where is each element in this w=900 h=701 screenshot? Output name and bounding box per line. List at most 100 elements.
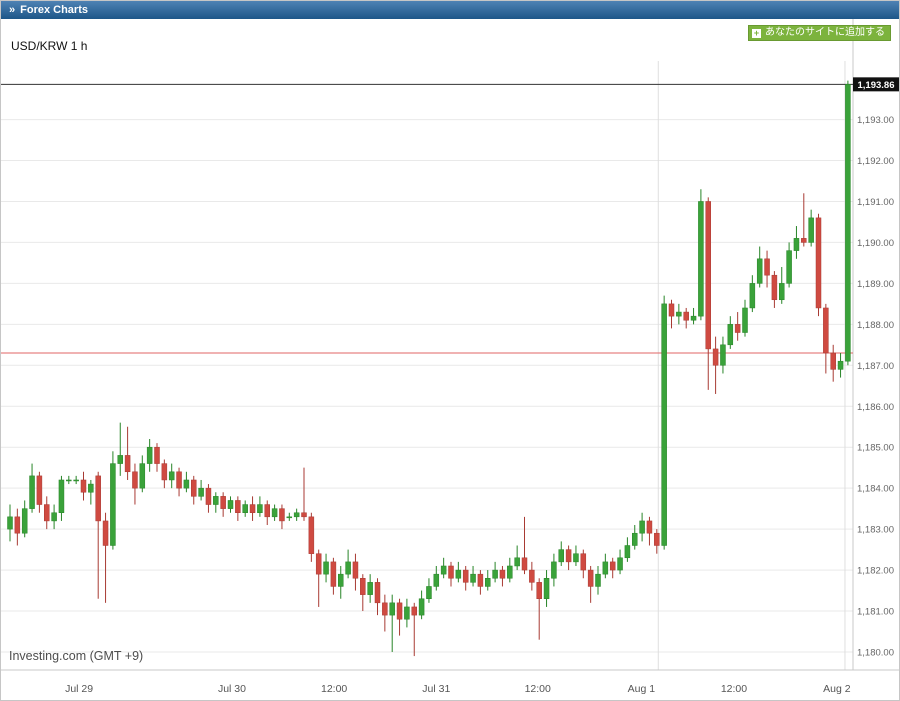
time-axis-label: 12:00: [321, 683, 347, 695]
time-axis-label: Jul 31: [422, 683, 450, 695]
candle-body: [668, 303, 675, 317]
candle-body: [330, 561, 337, 587]
candle-body: [529, 569, 535, 583]
time-axis-label: Aug 1: [628, 683, 656, 695]
widget-header: » Forex Charts: [1, 1, 899, 19]
candle-body: [543, 578, 550, 599]
candle-body: [514, 557, 520, 567]
candle-body: [595, 573, 601, 587]
candle-body: [808, 217, 814, 243]
candle-body: [257, 504, 263, 513]
candle-body: [646, 520, 653, 534]
symbol-title: USD/KRW 1 h: [11, 39, 88, 53]
candle-body: [602, 561, 609, 575]
candle-body: [492, 569, 498, 579]
add-to-site-button[interactable]: + あなたのサイトに追加する: [748, 25, 891, 41]
candle-body: [609, 561, 616, 571]
candle-body: [154, 446, 160, 464]
candle-body: [44, 504, 50, 522]
candle-body: [462, 569, 469, 583]
candle-body: [36, 475, 43, 505]
candle-body: [705, 201, 711, 350]
candle-body: [102, 520, 109, 546]
candle-body: [264, 504, 270, 518]
candle-body: [418, 598, 425, 616]
candle-body: [117, 455, 123, 464]
candle-body: [227, 500, 234, 509]
price-axis-label: 1,180.00: [857, 647, 894, 658]
candle-body: [845, 84, 851, 362]
candle-body: [279, 508, 285, 522]
add-to-site-label: あなたのサイトに追加する: [765, 27, 885, 38]
candle-body: [749, 283, 756, 309]
candle-body: [382, 602, 388, 616]
plus-icon: +: [752, 27, 761, 38]
candle-body: [80, 479, 87, 493]
price-axis-label: 1,192.00: [857, 156, 894, 167]
candle-body: [198, 487, 204, 497]
candle-body: [551, 561, 557, 579]
candle-body: [389, 602, 395, 616]
candle-body: [161, 463, 168, 481]
candle-body: [286, 516, 293, 519]
candle-body: [779, 283, 785, 301]
candle-body: [73, 479, 79, 482]
current-price-badge-label: 1,193.86: [858, 80, 895, 91]
candle-body: [830, 352, 836, 370]
time-axis-label: Jul 29: [65, 683, 93, 695]
candle-body: [7, 516, 13, 530]
candle-body: [624, 545, 631, 559]
time-axis-label: 12:00: [525, 683, 551, 695]
current-price-badge: [853, 77, 899, 92]
price-axis-label: 1,183.00: [857, 525, 894, 536]
candle-body: [315, 553, 322, 575]
candle-body: [124, 455, 131, 473]
candle-body: [793, 238, 800, 251]
candle-body: [440, 565, 447, 575]
candle-body: [51, 512, 57, 522]
candle-body: [815, 217, 822, 309]
candle-body: [242, 504, 248, 513]
candle-body: [558, 549, 564, 563]
time-axis-label: Jul 30: [218, 683, 246, 695]
candle-body: [374, 582, 381, 604]
price-axis-label: 1,184.00: [857, 484, 894, 495]
candle-body: [367, 582, 373, 595]
watermark: Investing.com (GMT +9): [9, 649, 144, 663]
time-axis-label: Aug 2: [823, 683, 851, 695]
candle-body: [345, 561, 351, 575]
candle-body: [720, 344, 726, 366]
candle-body: [205, 487, 212, 505]
candle-body: [168, 471, 175, 481]
candle-body: [110, 463, 116, 546]
candle-body: [786, 250, 792, 284]
candle-body: [301, 512, 307, 518]
candle-body: [249, 504, 256, 513]
price-axis-label: 1,182.00: [857, 566, 894, 577]
price-axis-label: 1,185.00: [857, 443, 894, 454]
candle-body: [433, 573, 440, 587]
candle-body: [411, 606, 417, 616]
chevron-icon: »: [9, 4, 16, 16]
candle-body: [66, 479, 72, 482]
candle-body: [639, 520, 645, 534]
candle-body: [742, 307, 748, 333]
candle-body: [477, 573, 484, 587]
price-axis-label: 1,193.00: [857, 115, 894, 126]
price-axis-label: 1,186.00: [857, 402, 894, 413]
candle-body: [580, 553, 587, 571]
candle-body: [837, 360, 844, 370]
candle-body: [521, 557, 528, 571]
candle-body: [352, 561, 359, 579]
candle-body: [14, 516, 21, 534]
candle-body: [698, 201, 704, 317]
price-axis-label: 1,187.00: [857, 361, 894, 372]
price-axis-label: 1,191.00: [857, 197, 894, 208]
candle-body: [573, 553, 579, 563]
candle-body: [507, 565, 513, 579]
price-axis-label: 1,181.00: [857, 607, 894, 618]
candle-body: [617, 557, 623, 571]
candle-body: [396, 602, 403, 620]
